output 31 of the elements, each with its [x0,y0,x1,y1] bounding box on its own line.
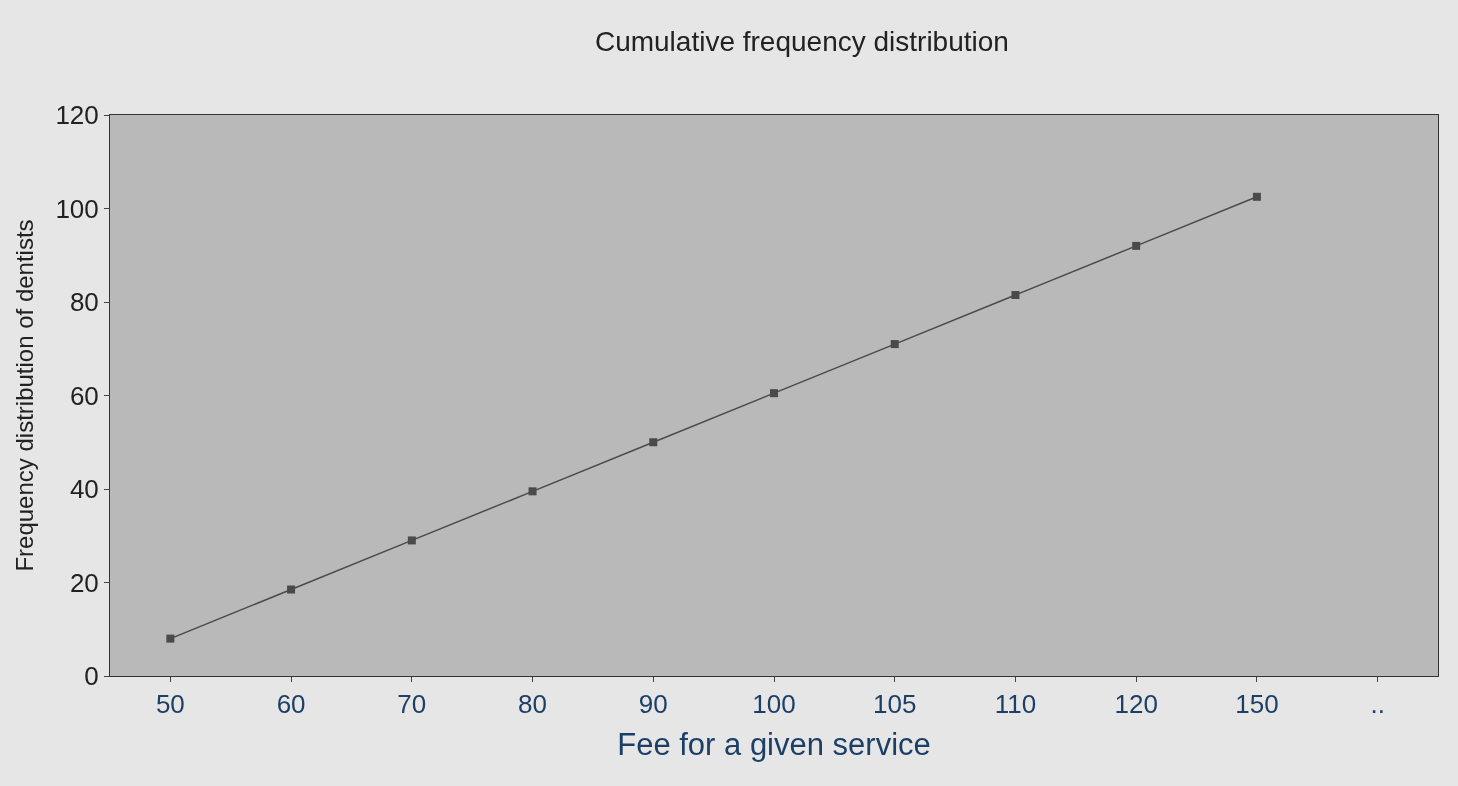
y-tick-label: 40 [69,474,99,505]
x-tick-label: 80 [518,689,548,720]
point [166,634,175,643]
y-tick-label: 0 [84,661,99,692]
x-tick-label: 150 [1235,689,1279,720]
point [1132,241,1141,250]
y-tick-label: 100 [55,193,99,224]
point [287,585,296,594]
point [1252,192,1261,201]
point [770,389,778,398]
x-tick-label: 120 [1114,689,1158,720]
y-tick-label: 20 [69,567,99,598]
x-tick-label: 50 [155,689,185,720]
y-tick-label: 120 [55,100,99,131]
point [1011,290,1020,299]
x-tick-label: 70 [397,689,427,720]
y-tick-label: 60 [69,380,99,411]
x-tick-label: 110 [994,689,1037,720]
x-tick-label: 90 [638,689,668,720]
x-tick-label: .. [1370,689,1385,720]
chart-title: Cumulative frequency distribution [594,26,1009,58]
y-tick-label: 80 [69,287,99,318]
x-tick-label: 60 [276,689,306,720]
point [649,438,658,447]
point [407,536,416,545]
point [528,487,537,496]
x-axis-title: Fee for a given service [617,727,931,763]
point [890,340,899,349]
y-axis-title: Frequency distribution of dentists [10,219,38,572]
x-tick-label: 105 [873,689,917,720]
x-tick-label: 100 [752,689,796,720]
